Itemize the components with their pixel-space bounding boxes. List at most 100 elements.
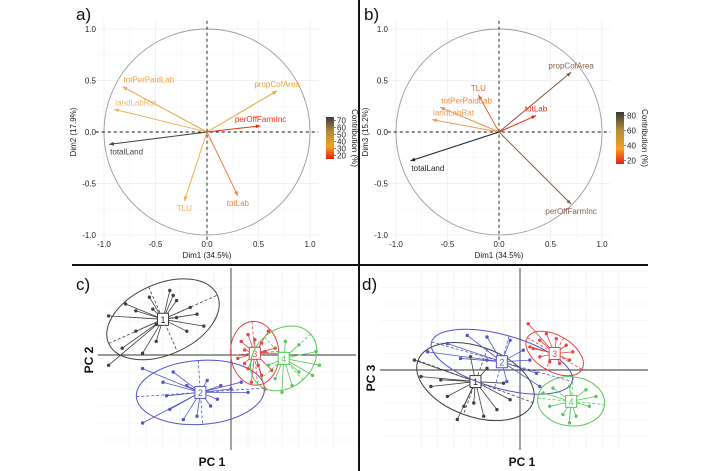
data-point: [195, 312, 199, 316]
data-point: [273, 346, 277, 350]
data-point: [181, 417, 186, 422]
y-tick-label: 0.5: [377, 77, 389, 86]
legend-tick-label: 50: [337, 131, 346, 140]
arrow-head-tlu: [183, 196, 188, 202]
arrow-head-totlab: [531, 115, 537, 120]
variable-label-perofffarminc: perOffFarmInc: [235, 115, 286, 124]
cluster-spoke: [162, 318, 204, 327]
x-tick-label: 1.0: [596, 240, 608, 249]
arrow-totlab: [206, 131, 239, 197]
cluster-spoke: [162, 381, 201, 393]
data-point: [554, 336, 558, 341]
arrow-head-totalland: [109, 141, 114, 146]
data-point: [462, 404, 466, 408]
cluster-spoke: [142, 392, 201, 424]
data-point: [171, 293, 175, 298]
cluster-2: 2: [425, 328, 574, 395]
panel-label-c: c): [76, 275, 90, 294]
data-point: [106, 363, 111, 367]
plot-background: [98, 268, 356, 450]
data-point: [280, 390, 284, 395]
cluster-axis-major-4: [537, 397, 605, 405]
pc-ylabel-d: PC 3: [364, 364, 378, 391]
cluster-4: 4: [537, 376, 606, 427]
data-point: [538, 338, 542, 342]
cluster-spoke: [447, 343, 502, 363]
legend-colorbar: [616, 112, 624, 164]
data-point: [242, 361, 247, 366]
data-point: [188, 305, 192, 310]
x-axis-title: Dim1 (34.5%): [183, 251, 232, 260]
y-tick-label: -0.5: [82, 180, 96, 189]
data-point: [161, 380, 165, 384]
legend-tick-label: 80: [627, 112, 636, 121]
data-point: [229, 387, 233, 391]
legend-colorbar: [326, 117, 334, 159]
data-point: [202, 324, 206, 328]
cluster-spoke: [460, 358, 502, 363]
legend-tick-label: 20: [337, 152, 346, 161]
data-point: [106, 314, 111, 318]
data-point: [270, 368, 274, 372]
data-point: [482, 414, 486, 418]
y-tick-label: 0.5: [85, 77, 97, 86]
variable-label-totperpaidlab: totPerPaidLab: [441, 96, 492, 105]
data-point: [239, 339, 243, 344]
cluster-2: 2: [135, 359, 265, 426]
data-point: [185, 329, 189, 333]
data-point: [541, 391, 545, 395]
cluster-label-box-3: [248, 346, 261, 360]
arrow-landlabrat: [431, 119, 500, 133]
variable-label-landlabrat: landLabRat: [115, 98, 157, 107]
data-point: [310, 373, 315, 378]
variable-label-landlabrat: landLabRat: [433, 109, 475, 118]
variable-label-totperpaidlab: totPerPaidLab: [124, 76, 175, 85]
data-point: [538, 384, 542, 389]
y-axis-title: Dim2 (17.9%): [69, 107, 78, 156]
x-tick-label: -1.0: [389, 240, 403, 249]
y-tick-label: -1.0: [374, 231, 388, 240]
variable-label-propcofarea: propCofArea: [548, 61, 594, 70]
cluster-axis-minor-3: [545, 337, 565, 370]
arrow-head-totlab: [234, 190, 238, 196]
cluster-spoke: [200, 381, 242, 393]
cluster-axis-minor-3: [230, 350, 279, 356]
data-point: [485, 335, 489, 339]
arrow-propcofarea: [206, 90, 278, 133]
data-point: [445, 394, 450, 399]
data-point: [253, 338, 257, 342]
data-point: [425, 350, 430, 354]
variable-label-propcofarea: propCofArea: [254, 80, 300, 89]
arrow-totlab: [498, 115, 537, 133]
data-point: [548, 404, 552, 408]
plot-background: [380, 268, 648, 450]
x-tick-label: -1.0: [97, 240, 111, 249]
data-point: [574, 414, 578, 418]
y-tick-label: -1.0: [82, 231, 96, 240]
data-point: [571, 350, 575, 354]
data-point: [587, 404, 591, 408]
y-tick-label: -0.5: [374, 180, 388, 189]
data-point: [567, 358, 572, 362]
legend-tick-label: 40: [337, 138, 346, 147]
data-point: [538, 355, 542, 359]
variable-label-tlu: TLU: [471, 84, 486, 93]
data-point: [528, 358, 532, 362]
data-point: [246, 332, 250, 337]
cluster-3: 3: [525, 322, 584, 377]
correlation-circle-a: -1.0 -0.5 0.0 0.5 1.0 1.0 0.5 0.0 -0.5 -1.0 Dim1 (…: [69, 20, 359, 260]
data-point: [297, 343, 301, 347]
panel-label-b: b): [364, 5, 379, 24]
data-point: [567, 421, 572, 425]
cluster-spoke: [414, 359, 476, 382]
cluster-spoke: [430, 381, 476, 387]
data-point: [205, 378, 209, 383]
y-tick-label: 1.0: [377, 25, 389, 34]
cluster-label-1: 1: [160, 315, 165, 325]
arrow-head-propcofarea: [272, 90, 278, 95]
cluster-label-3: 3: [552, 349, 557, 359]
data-point: [134, 309, 138, 313]
cluster-label-2: 2: [198, 388, 203, 398]
cluster-spoke: [501, 361, 541, 387]
